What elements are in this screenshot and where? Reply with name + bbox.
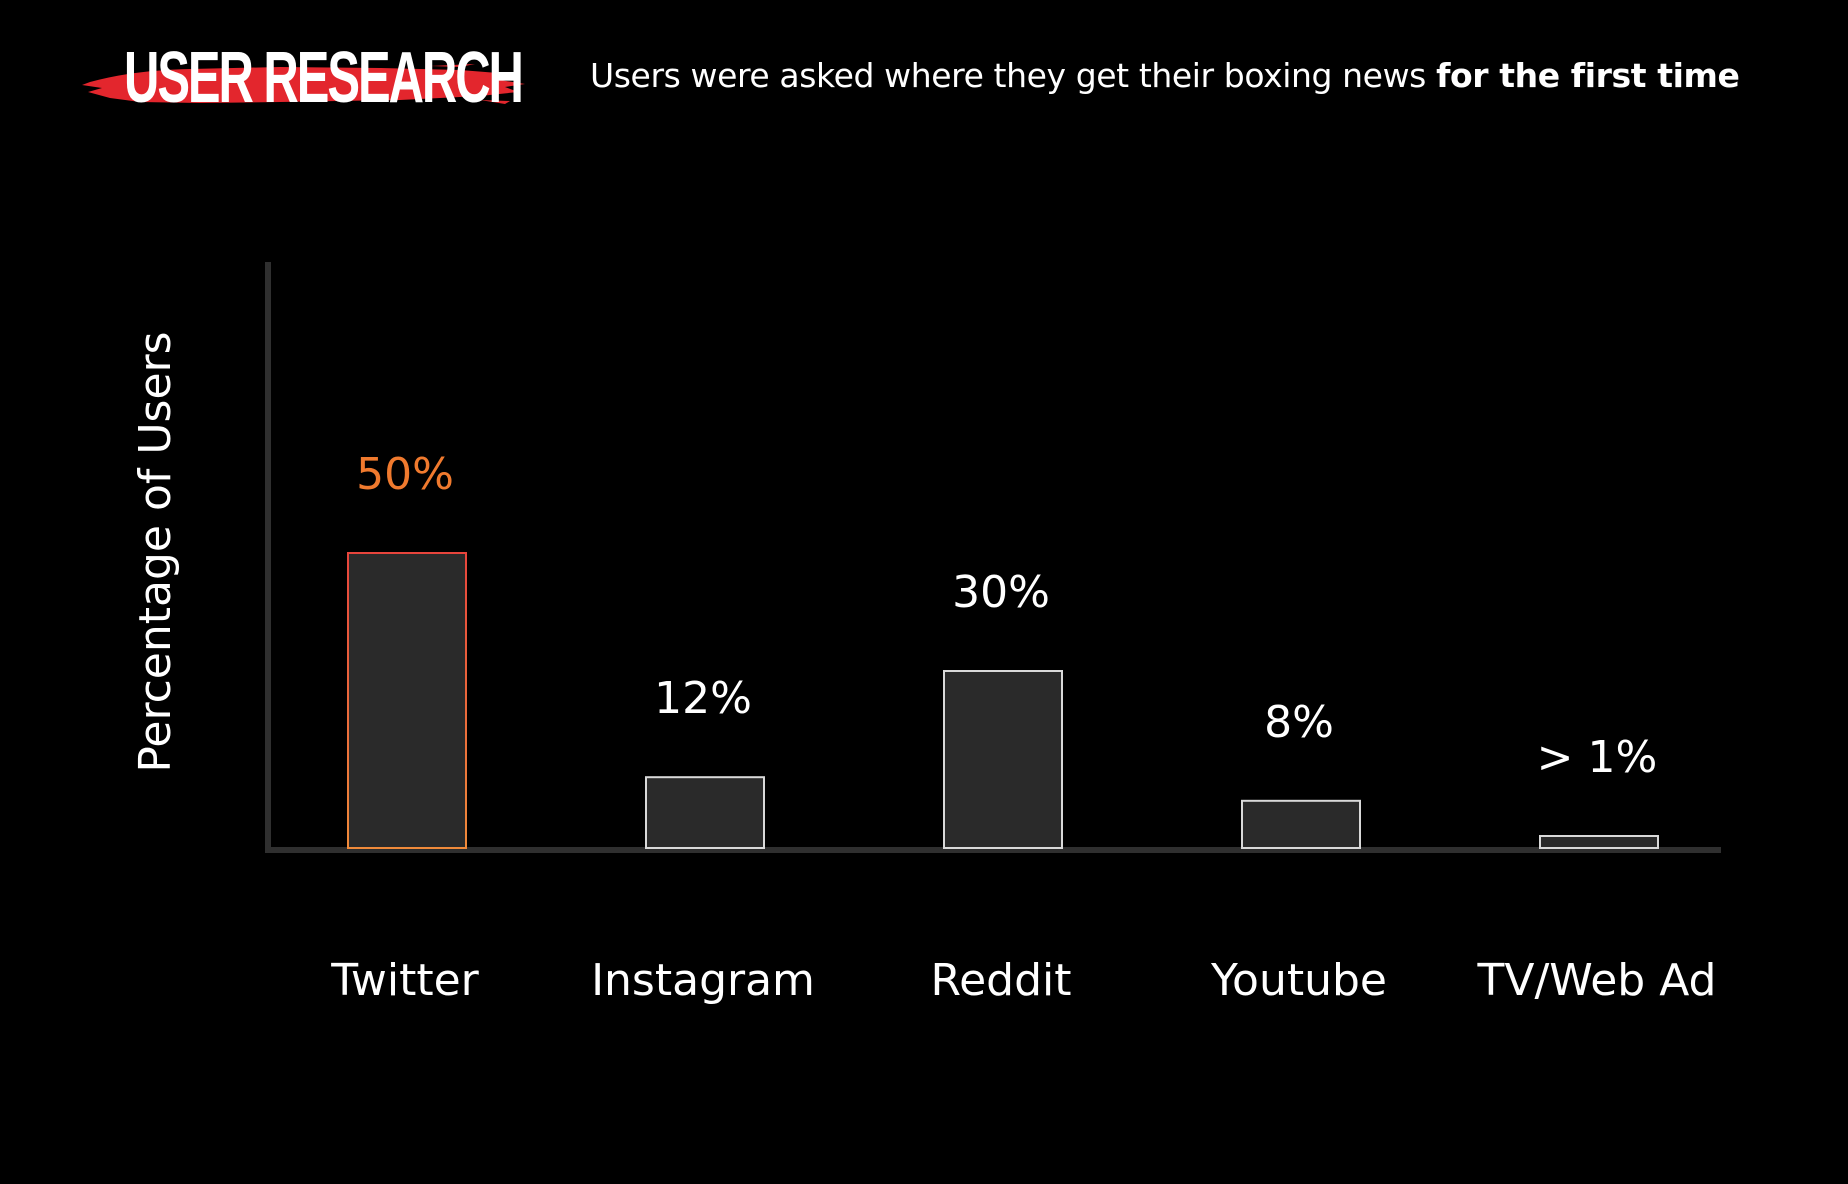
bar-youtube — [1241, 799, 1361, 849]
value-label: 30% — [952, 567, 1050, 618]
value-labels: 50% 12% 30% 8% > 1% — [356, 449, 1657, 783]
value-label: 8% — [1264, 697, 1334, 748]
logo-title: USER RESEARCH — [124, 38, 524, 118]
category-label: TV/Web Ad — [1477, 955, 1717, 1006]
category-label: Instagram — [591, 955, 815, 1006]
category-labels: Twitter Instagram Reddit Youtube TV/Web Ad — [330, 955, 1716, 1006]
bar-tv-web-ad — [1539, 835, 1659, 849]
value-label: 50% — [356, 449, 454, 500]
value-label: > 1% — [1537, 732, 1658, 783]
category-label: Twitter — [330, 955, 479, 1006]
y-axis-label: Percentage of Users — [130, 331, 181, 772]
chart-subtitle: Users were asked where they get their bo… — [590, 56, 1740, 95]
logo: USER RESEARCH — [80, 30, 530, 130]
bar-instagram — [645, 776, 765, 850]
category-label: Reddit — [930, 955, 1071, 1006]
bar-reddit — [943, 670, 1063, 849]
subtitle-emphasis: for the first time — [1436, 56, 1740, 95]
bar-twitter — [347, 552, 467, 849]
value-label: 12% — [654, 673, 752, 724]
category-label: Youtube — [1210, 955, 1387, 1006]
subtitle-text: Users were asked where they get their bo… — [590, 56, 1437, 95]
brush-stroke-graphic — [82, 64, 525, 104]
bars — [347, 552, 1659, 850]
